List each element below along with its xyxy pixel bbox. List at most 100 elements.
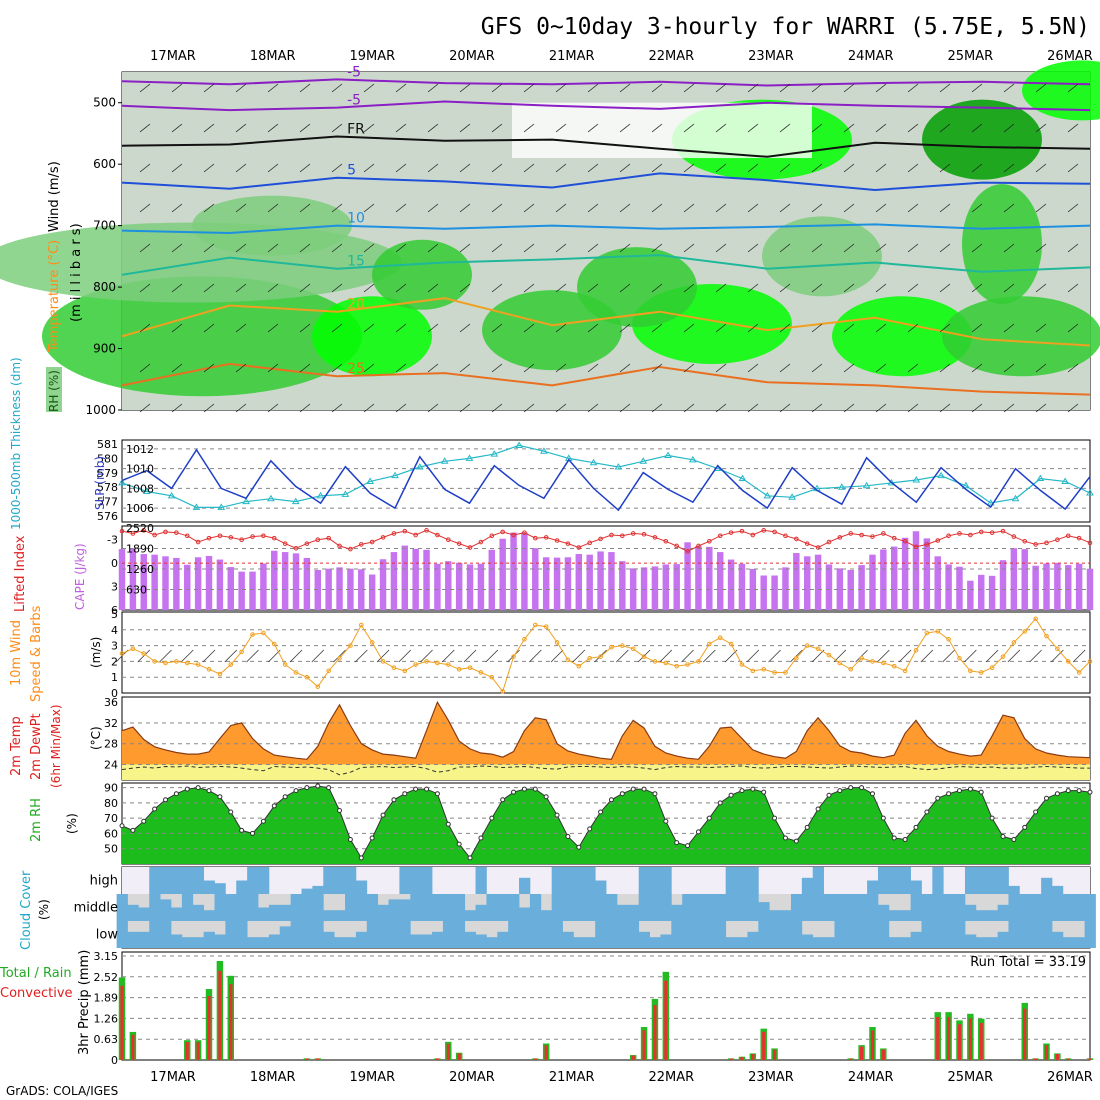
cloud-cell-middle <box>877 904 890 921</box>
cloud-cell-middle <box>366 894 379 921</box>
wind-speed-point <box>184 660 190 666</box>
cape-bar <box>684 542 691 610</box>
wind-speed-point <box>293 670 299 675</box>
wind-barb <box>971 203 983 213</box>
cloud-cell-middle <box>649 894 661 921</box>
wind-barb <box>651 323 663 333</box>
cloud-cell-low <box>910 931 922 948</box>
rh-point <box>652 791 658 797</box>
cape-bar <box>814 554 822 610</box>
rh-point <box>554 812 560 818</box>
wind-barb <box>683 363 695 373</box>
rh-point <box>413 786 419 792</box>
wind-barb <box>811 363 823 373</box>
temp-line <box>121 700 1091 760</box>
precip-conv-bar <box>1034 1058 1038 1060</box>
wind-barb-10m <box>137 649 151 663</box>
cloud-cell-low <box>1084 921 1096 948</box>
cape-bar <box>216 559 224 610</box>
isotherm-label: 25 <box>347 361 365 377</box>
precip-total-label: Total / Rain <box>0 966 72 981</box>
wind-barb <box>491 83 503 93</box>
rh-point <box>826 792 832 798</box>
cloud-cell-middle <box>964 904 977 921</box>
cloud-cell-low <box>975 937 988 948</box>
li-point <box>968 532 973 538</box>
li-point <box>620 533 625 539</box>
cloud-cell-low <box>954 921 966 948</box>
cape-bar <box>336 567 343 610</box>
cape-bar <box>292 553 300 610</box>
cloud-cell-high <box>997 867 1009 894</box>
cloud-cell-middle <box>888 910 901 921</box>
cloud-cell-low <box>497 931 509 948</box>
wind-barb <box>427 363 439 373</box>
cape-bar <box>880 549 887 610</box>
wind-barb <box>203 123 215 133</box>
cape-bar <box>934 556 941 610</box>
wind-barb <box>555 203 567 213</box>
isotherm-label: 20 <box>347 297 365 313</box>
wind-barb <box>299 163 311 173</box>
wind-speed-point <box>804 643 810 648</box>
wind-barb <box>1067 83 1079 93</box>
li-point <box>152 532 157 538</box>
wind-barb <box>427 403 439 413</box>
cape-bar <box>325 568 332 610</box>
thickness-point <box>515 441 524 448</box>
isotherm-line-7 <box>121 362 1091 396</box>
li-point <box>337 543 342 549</box>
cape-bar <box>662 564 670 610</box>
wind-speed-point <box>315 684 321 689</box>
wind-speed-point <box>271 641 277 647</box>
cloud-cell-low <box>366 921 379 948</box>
cloud-cell-middle <box>943 894 955 921</box>
cloud-cell-middle <box>747 894 759 921</box>
rh-contour-blob <box>762 216 882 297</box>
wind-barb-10m <box>180 649 194 663</box>
cloud-cell-high <box>638 867 650 894</box>
precip-ytick: 2.52 <box>94 971 119 984</box>
cloud-cell-middle <box>268 904 281 921</box>
cloud-cell-low <box>1051 931 1064 948</box>
cape-bar <box>205 555 213 610</box>
rh-point <box>250 830 256 836</box>
wind-barb <box>715 403 727 413</box>
rh-point <box>685 843 691 849</box>
wind-barb <box>491 163 503 173</box>
li-point <box>554 538 560 543</box>
li-point <box>924 542 930 547</box>
isotherm-label: FR <box>347 122 365 138</box>
cape-bar <box>923 538 931 610</box>
thickness-point <box>887 478 896 486</box>
wind-barb <box>203 203 215 213</box>
wind-speed-point <box>630 646 636 652</box>
wind-barb <box>843 283 855 293</box>
rh-point <box>532 786 538 792</box>
rh-2m-label: 2m RH <box>29 798 44 842</box>
wind-barb-10m <box>985 649 999 663</box>
wind-barb <box>363 123 375 133</box>
li-point <box>1087 540 1093 546</box>
wind-speed-point <box>989 665 995 671</box>
wind-speed-point <box>511 654 516 659</box>
cloud-cell-middle <box>780 910 792 921</box>
wind-barb <box>939 363 951 373</box>
thickness-point <box>465 454 474 461</box>
cloud-cell-low <box>236 921 248 948</box>
wind-barb <box>1035 323 1047 333</box>
cape-bar <box>271 550 278 610</box>
wind-barb <box>523 283 535 293</box>
cloud-cell-middle <box>486 894 498 921</box>
cloud-cell-middle <box>236 894 248 921</box>
cloud-cell-low <box>464 931 476 948</box>
speed-label-group: Speed & Barbs <box>29 605 44 702</box>
cloud-cell-middle <box>921 894 933 921</box>
cloud-cell-low <box>595 921 607 948</box>
wind-speed-point <box>348 643 353 648</box>
wind-speed-point <box>358 622 364 628</box>
wind-barb <box>523 243 535 253</box>
wind-speed-point <box>435 660 440 666</box>
cloud-cell-low <box>671 921 683 948</box>
cloud-cell-middle <box>192 904 205 921</box>
